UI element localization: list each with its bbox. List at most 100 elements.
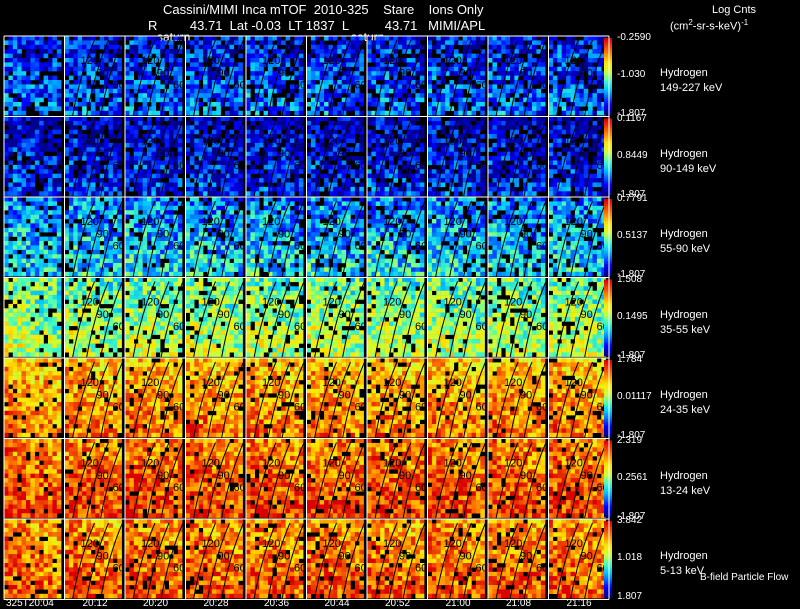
- contour-line: [146, 442, 170, 520]
- contour-label: 60: [234, 321, 246, 333]
- contour-line: [193, 200, 216, 278]
- contour-label: 90: [581, 550, 593, 562]
- contour-label: 90: [520, 309, 532, 321]
- contour-label: 120: [323, 458, 341, 470]
- contour-label: 120: [262, 297, 280, 309]
- contour-label: 120: [565, 377, 583, 389]
- contour-label: 90: [460, 67, 472, 79]
- contour-line: [267, 281, 291, 359]
- contour-label: 120: [81, 216, 99, 228]
- contour-label: 60: [536, 401, 548, 413]
- time-tick-label: 20:44: [324, 598, 350, 609]
- contour-line: [509, 200, 533, 278]
- contour-label: 60: [536, 562, 548, 574]
- contour-line: [570, 120, 593, 198]
- contour-line: [132, 39, 156, 117]
- contour-label: 60: [476, 562, 488, 574]
- contour-label: 120: [202, 538, 220, 550]
- contour-label: 90: [339, 309, 351, 321]
- contour-line: [495, 39, 519, 117]
- contour-line: [584, 39, 607, 117]
- contour-line: [221, 39, 244, 117]
- contour-label: 60: [355, 160, 367, 172]
- contour-label: 120: [504, 538, 522, 550]
- contour-line: [463, 522, 486, 600]
- contour-line: [328, 200, 351, 278]
- contour-label: 120: [262, 136, 280, 148]
- contour-label: 60: [294, 401, 306, 413]
- contour-line: [584, 281, 607, 359]
- contour-label: 60: [234, 240, 246, 252]
- colorbar-tick-label: 0.1495: [617, 310, 648, 322]
- image-cell: [4, 36, 62, 116]
- contour-line: [72, 522, 95, 600]
- image-cell: [4, 277, 62, 357]
- contour-label: 90: [399, 67, 411, 79]
- contour-line: [556, 522, 579, 600]
- contour-label: 60: [294, 482, 306, 494]
- contour-label: 90: [399, 309, 411, 321]
- contour-label: 90: [157, 550, 169, 562]
- contour-label: 120: [141, 216, 159, 228]
- contour-label: 90: [460, 309, 472, 321]
- contour-label: 90: [97, 389, 109, 401]
- contour-line: [402, 200, 426, 278]
- contour-label: 90: [581, 309, 593, 321]
- contour-label: 90: [157, 228, 169, 240]
- contour-line: [253, 281, 277, 359]
- contour-label: 120: [323, 377, 341, 389]
- contour-label: 120: [202, 136, 220, 148]
- contour-line: [100, 442, 123, 520]
- contour-line: [328, 39, 351, 117]
- contour-line: [435, 442, 458, 520]
- colorbar-tick-label: -1.807: [617, 510, 646, 522]
- contour-label: 90: [460, 389, 472, 401]
- contour-label: 90: [97, 550, 109, 562]
- contour-line: [281, 522, 305, 600]
- image-cell: [4, 358, 62, 438]
- contour-line: [132, 120, 156, 198]
- contour-line: [86, 522, 109, 600]
- image-cell: [4, 519, 62, 599]
- colorbar-tick-label: 0.01117: [617, 391, 652, 402]
- contour-line: [342, 281, 365, 359]
- contour-label: 60: [536, 482, 548, 494]
- colorbar-tick-label: 0.2561: [617, 471, 648, 483]
- contour-line: [328, 281, 351, 359]
- contour-label: 90: [399, 550, 411, 562]
- contour-line: [281, 442, 305, 520]
- time-tick-label: 20:36: [264, 598, 290, 609]
- contour-label: 90: [460, 470, 472, 482]
- colorbar-tick-label: -1.030: [617, 69, 646, 80]
- time-tick-label: 20:12: [82, 598, 108, 609]
- contour-label: 120: [141, 297, 159, 309]
- contour-line: [570, 361, 593, 439]
- contour-label: 60: [173, 482, 185, 494]
- image-cell: [4, 197, 62, 277]
- legend-footnote: B-field Particle Flow: [700, 572, 789, 583]
- contour-line: [267, 442, 291, 520]
- contour-line: [570, 39, 593, 117]
- contour-label: 90: [157, 309, 169, 321]
- contour-label: 90: [460, 228, 472, 240]
- contour-label: 60: [415, 562, 427, 574]
- colorbar: [604, 440, 612, 518]
- contour-label: 120: [383, 538, 401, 550]
- colorbar: [604, 199, 612, 276]
- contour-label: 60: [113, 79, 125, 91]
- contour-label: 120: [81, 538, 99, 550]
- contour-line: [374, 200, 398, 278]
